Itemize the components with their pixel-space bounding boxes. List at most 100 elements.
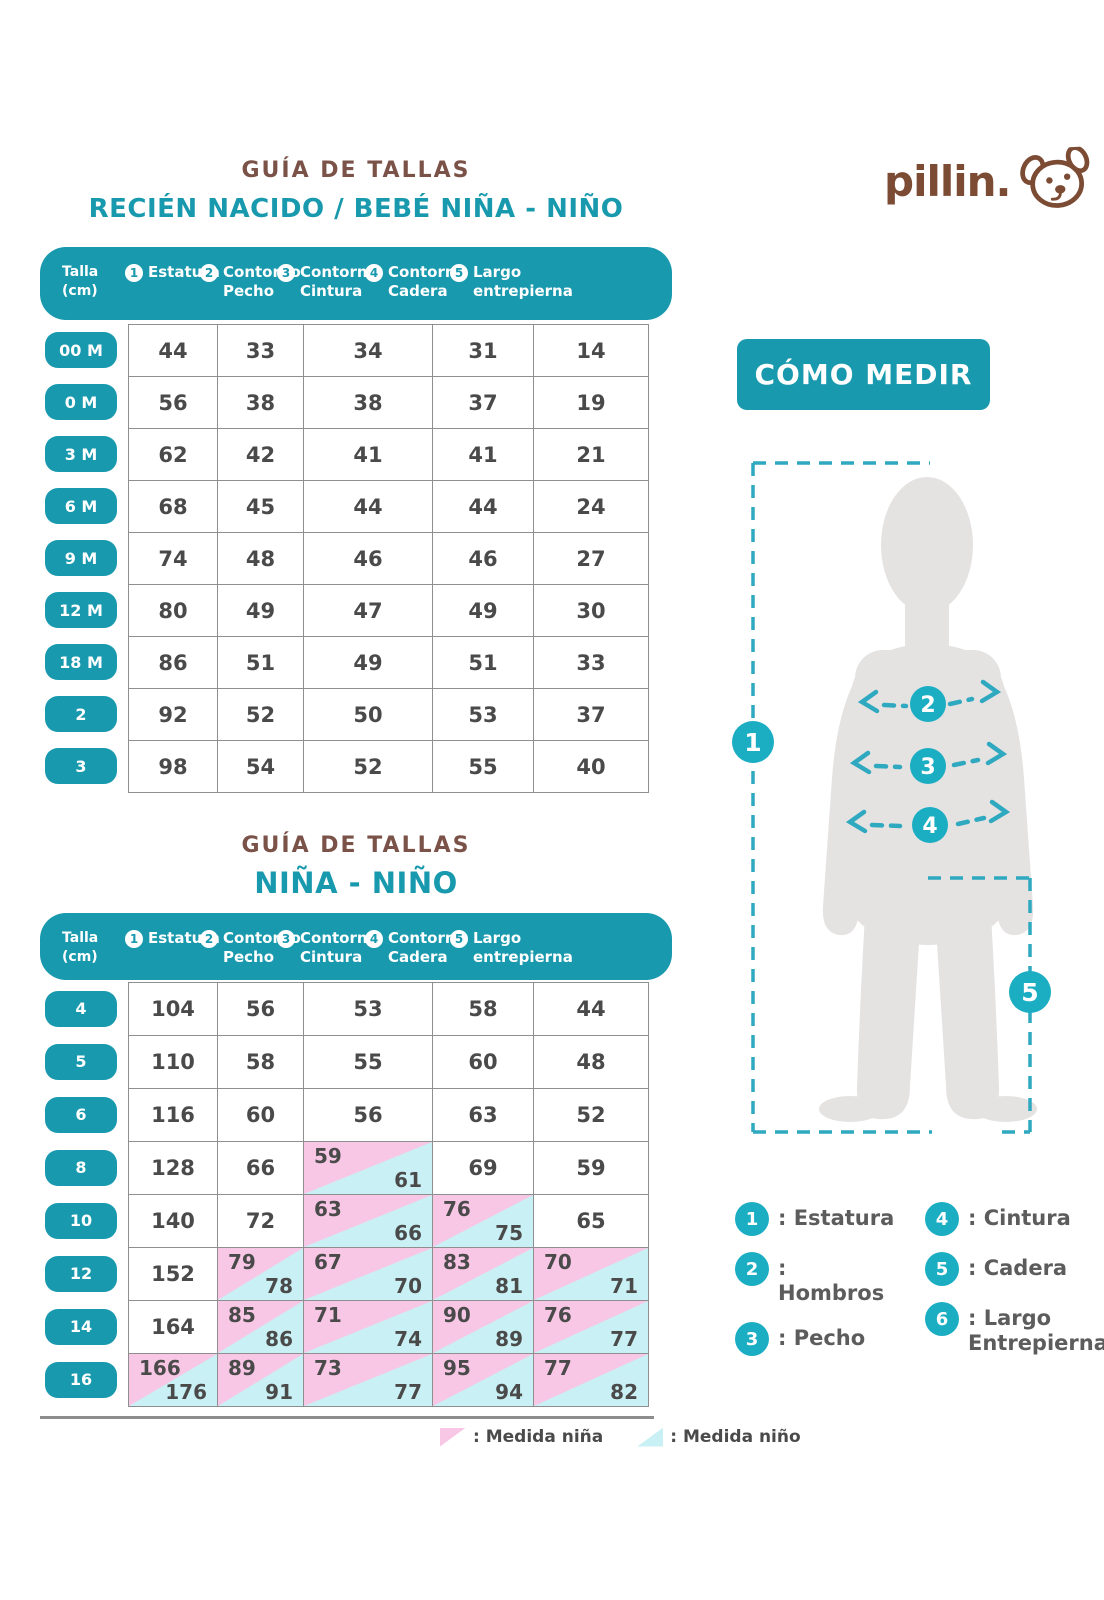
table-header-bar: Talla (cm) 1 Estatura 2 Contorno Pecho 3 Contorn… — [40, 247, 672, 320]
column-header: 4 Contorno Cadera — [365, 263, 466, 301]
table-row: 116 60 56 63 52 — [129, 1089, 649, 1142]
table-row: 62 42 41 41 21 — [129, 429, 649, 481]
triangle-top-left-icon — [440, 1427, 466, 1447]
column-number-badge: 4 — [365, 264, 383, 282]
nino-value: 66 — [394, 1221, 422, 1245]
table-row: 140 72 63 66 76 75 65 — [129, 1195, 649, 1248]
body-measure-diagram: 1 2 3 4 5 — [732, 461, 1051, 1134]
nina-value: 73 — [314, 1356, 342, 1380]
split-cell: 77 82 — [534, 1354, 649, 1407]
cintura-arrows — [845, 799, 1011, 834]
nino-value: 77 — [610, 1327, 638, 1351]
nina-value: 89 — [228, 1356, 256, 1380]
table-row: 86 51 49 51 33 — [129, 637, 649, 689]
marker-5: 5 — [1021, 978, 1038, 1007]
size-pill-row: 00 M — [45, 324, 117, 376]
kids-size-table: Talla (cm) 1 Estatura 2 Contorno Pecho 3 Contorn… — [40, 913, 672, 1413]
table-cell: 110 — [129, 1036, 218, 1089]
table2-title: GUÍA DE TALLAS — [241, 833, 471, 858]
table-cell: 55 — [433, 741, 534, 793]
measure-number-badge: 1 — [735, 1202, 769, 1236]
column-number-badge: 1 — [125, 930, 143, 948]
medida-legend: : Medida niña: Medida niño — [440, 1427, 801, 1447]
column-header-label: Contorno Cintura — [300, 263, 378, 300]
nina-value: 59 — [314, 1144, 342, 1168]
size-pill-row: 8 — [45, 1141, 117, 1194]
table-cell: 37 — [433, 377, 534, 429]
measure-legend-col2: 4: Cintura 5: Cadera 6: Largo Entrepierna — [925, 1202, 1104, 1356]
table-cell: 152 — [129, 1248, 218, 1301]
table-cell: 52 — [304, 741, 433, 793]
measure-number-badge: 5 — [925, 1252, 959, 1286]
nino-value: 77 — [394, 1380, 422, 1404]
column-header: 4 Contorno Cadera — [365, 929, 466, 967]
table-cell: 38 — [218, 377, 304, 429]
table-cell: 56 — [304, 1089, 433, 1142]
column-number-badge: 3 — [277, 930, 295, 948]
table-cell: 104 — [129, 983, 218, 1036]
size-pill: 16 — [45, 1361, 117, 1398]
table-cell: 53 — [433, 689, 534, 741]
table-cell: 48 — [534, 1036, 649, 1089]
table1-title: GUÍA DE TALLAS — [241, 158, 471, 183]
measure-legend-item: 2: Hombros — [735, 1252, 895, 1306]
size-pill: 10 — [45, 1202, 117, 1239]
pecho-arrows — [849, 741, 1008, 775]
measure-legend-label: : Largo Entrepierna — [968, 1306, 1104, 1355]
split-cell: 166 176 — [129, 1354, 218, 1407]
nino-value: 86 — [265, 1327, 293, 1351]
nino-value: 89 — [495, 1327, 523, 1351]
column-header-label: Contorno Cintura — [300, 929, 378, 966]
column-number-badge: 2 — [200, 930, 218, 948]
table-cell: 49 — [433, 585, 534, 637]
split-cell: 70 71 — [534, 1248, 649, 1301]
column-header: 3 Contorno Cintura — [277, 929, 378, 967]
size-pill: 2 — [45, 696, 117, 732]
nino-value: 176 — [165, 1380, 207, 1404]
nina-value: 76 — [443, 1197, 471, 1221]
table-cell: 60 — [433, 1036, 534, 1089]
table-cell: 34 — [304, 325, 433, 377]
size-pill: 0 M — [45, 384, 117, 420]
table-row: 98 54 52 55 40 — [129, 741, 649, 793]
table-cell: 68 — [129, 481, 218, 533]
measure-legend-label: : Cadera — [968, 1256, 1068, 1280]
newborn-size-table: Talla (cm) 1 Estatura 2 Contorno Pecho 3 Contorn… — [40, 247, 672, 793]
table-cell: 55 — [304, 1036, 433, 1089]
table-cell: 60 — [218, 1089, 304, 1142]
size-pill-row: 12 — [45, 1247, 117, 1300]
medida-legend-label: : Medida niña — [473, 1427, 604, 1447]
size-pill: 5 — [45, 1043, 117, 1080]
nina-value: 90 — [443, 1303, 471, 1327]
table-cell: 30 — [534, 585, 649, 637]
size-pill-row: 0 M — [45, 376, 117, 428]
table-cell: 98 — [129, 741, 218, 793]
nina-value: 63 — [314, 1197, 342, 1221]
table-cell: 86 — [129, 637, 218, 689]
split-cell: 83 81 — [433, 1248, 534, 1301]
marker-3: 3 — [920, 755, 935, 780]
table-cell: 80 — [129, 585, 218, 637]
table-cell: 53 — [304, 983, 433, 1036]
nino-value: 71 — [610, 1274, 638, 1298]
size-pill: 00 M — [45, 332, 117, 368]
size-pill: 12 M — [45, 592, 117, 628]
size-pill-row: 3 — [45, 740, 117, 792]
split-cell: 90 89 — [433, 1301, 534, 1354]
table-cell: 51 — [433, 637, 534, 689]
table-cell: 46 — [433, 533, 534, 585]
split-cell: 89 91 — [218, 1354, 304, 1407]
table-row: 110 58 55 60 48 — [129, 1036, 649, 1089]
size-pill-row: 2 — [45, 688, 117, 740]
table-cell: 42 — [218, 429, 304, 481]
size-pill-row: 12 M — [45, 584, 117, 636]
size-pill: 14 — [45, 1308, 117, 1345]
column-number-badge: 5 — [450, 930, 468, 948]
nina-value: 85 — [228, 1303, 256, 1327]
size-pill-row: 9 M — [45, 532, 117, 584]
table-cell: 24 — [534, 481, 649, 533]
column-header: 5 Largo entrepierna — [450, 263, 573, 301]
nino-value: 82 — [610, 1380, 638, 1404]
table-cell: 45 — [218, 481, 304, 533]
